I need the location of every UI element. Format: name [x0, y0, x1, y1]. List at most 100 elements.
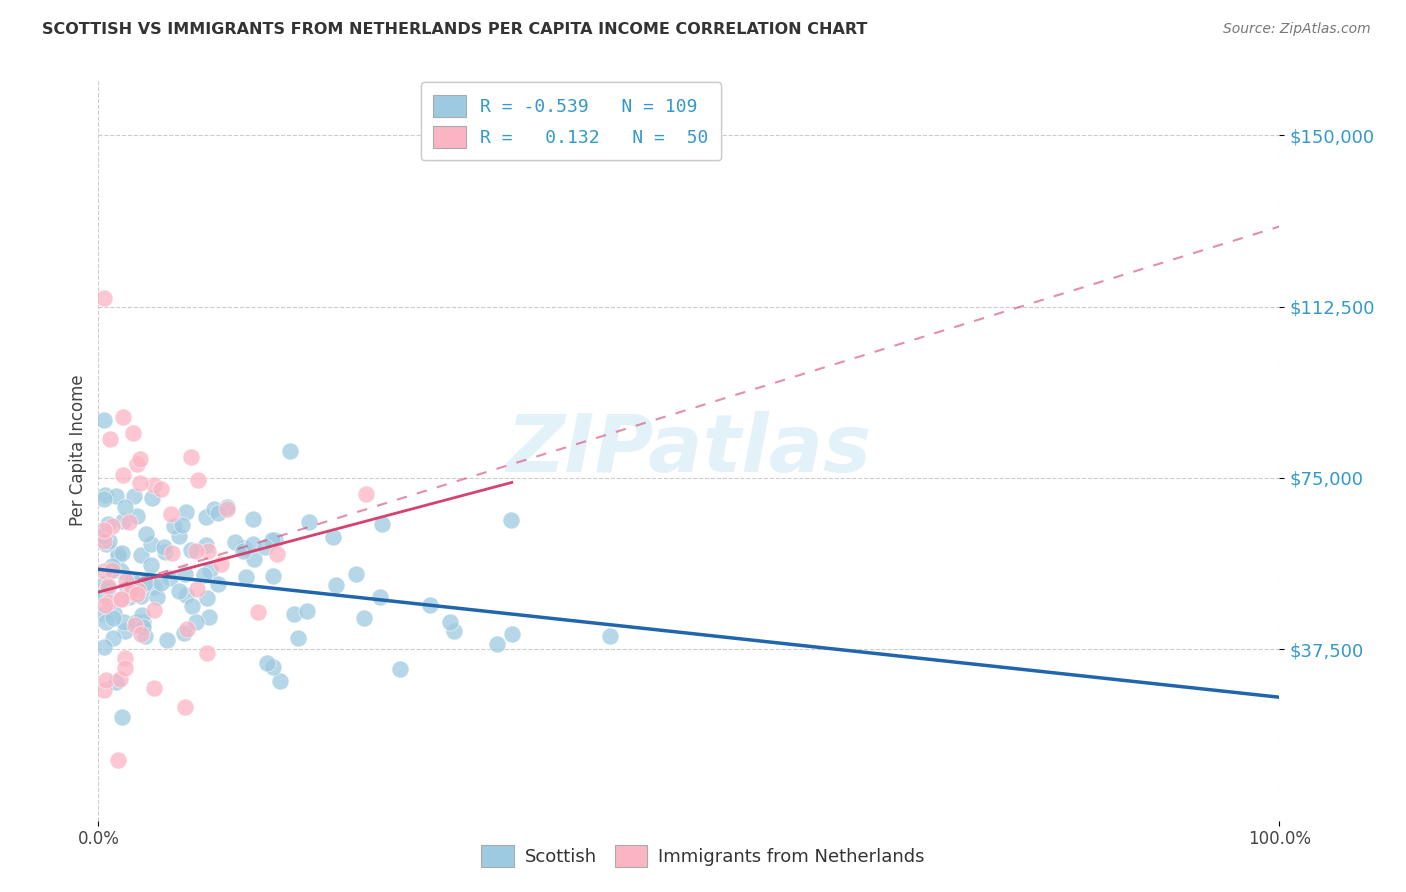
Point [115, 574, 138, 589]
Point [114, 624, 136, 638]
Point [371, 517, 394, 532]
Point [198, 563, 221, 577]
Point [184, 544, 207, 558]
Point [98, 594, 121, 608]
Point [599, 629, 621, 643]
Point [156, 632, 179, 647]
Point [139, 537, 162, 551]
Point [195, 510, 218, 524]
Legend: Scottish, Immigrants from Netherlands: Scottish, Immigrants from Netherlands [474, 838, 932, 874]
Point [128, 575, 150, 590]
Point [439, 615, 461, 629]
Point [195, 646, 218, 660]
Point [111, 546, 134, 560]
Point [172, 517, 194, 532]
Point [100, 563, 122, 577]
Point [159, 571, 181, 585]
Point [124, 618, 146, 632]
Point [354, 487, 377, 501]
Point [131, 608, 153, 623]
Point [105, 675, 128, 690]
Point [101, 518, 124, 533]
Point [167, 584, 190, 599]
Point [197, 544, 219, 558]
Point [122, 489, 145, 503]
Point [180, 450, 202, 464]
Point [107, 753, 129, 767]
Point [94, 599, 117, 613]
Point [246, 606, 269, 620]
Point [215, 500, 238, 514]
Point [141, 491, 163, 505]
Point [94, 488, 117, 502]
Point [287, 632, 309, 646]
Point [93, 529, 115, 543]
Point [353, 611, 375, 625]
Point [153, 540, 176, 554]
Point [132, 620, 155, 634]
Point [368, 591, 391, 605]
Point [262, 568, 284, 582]
Point [184, 615, 207, 629]
Point [142, 681, 165, 695]
Point [266, 547, 288, 561]
Point [160, 507, 183, 521]
Point [145, 590, 167, 604]
Point [322, 530, 344, 544]
Point [111, 409, 134, 424]
Point [131, 615, 153, 630]
Point [111, 514, 134, 528]
Point [129, 452, 152, 467]
Point [122, 426, 145, 441]
Point [96, 615, 118, 630]
Point [110, 591, 132, 606]
Point [118, 591, 141, 605]
Point [129, 476, 152, 491]
Point [93, 683, 115, 698]
Point [127, 509, 149, 524]
Point [485, 637, 508, 651]
Point [325, 578, 347, 592]
Y-axis label: Per Capita Income: Per Capita Income [69, 375, 87, 526]
Point [93, 564, 115, 578]
Point [499, 513, 522, 527]
Point [139, 558, 162, 573]
Point [243, 551, 266, 566]
Point [193, 568, 215, 582]
Point [242, 537, 264, 551]
Point [96, 537, 118, 551]
Point [142, 580, 165, 594]
Point [107, 550, 129, 565]
Point [121, 574, 143, 588]
Point [135, 527, 157, 541]
Point [115, 582, 138, 596]
Point [93, 291, 115, 305]
Point [93, 640, 115, 654]
Point [149, 575, 172, 590]
Point [150, 482, 173, 496]
Point [93, 607, 115, 621]
Point [186, 582, 208, 596]
Point [256, 656, 278, 670]
Point [127, 586, 149, 600]
Point [112, 615, 135, 630]
Point [174, 505, 197, 519]
Point [100, 564, 122, 578]
Point [93, 533, 115, 548]
Point [105, 490, 128, 504]
Point [176, 622, 198, 636]
Legend: R = -0.539   N = 109, R =   0.132   N =  50: R = -0.539 N = 109, R = 0.132 N = 50 [420, 82, 721, 161]
Point [173, 626, 195, 640]
Point [278, 443, 301, 458]
Point [207, 506, 229, 520]
Point [93, 577, 115, 591]
Point [96, 673, 118, 687]
Point [93, 523, 115, 537]
Point [98, 432, 121, 446]
Point [232, 544, 254, 558]
Point [180, 543, 202, 558]
Point [97, 581, 120, 595]
Text: Source: ZipAtlas.com: Source: ZipAtlas.com [1223, 22, 1371, 37]
Point [114, 661, 136, 675]
Text: SCOTTISH VS IMMIGRANTS FROM NETHERLANDS PER CAPITA INCOME CORRELATION CHART: SCOTTISH VS IMMIGRANTS FROM NETHERLANDS … [42, 22, 868, 37]
